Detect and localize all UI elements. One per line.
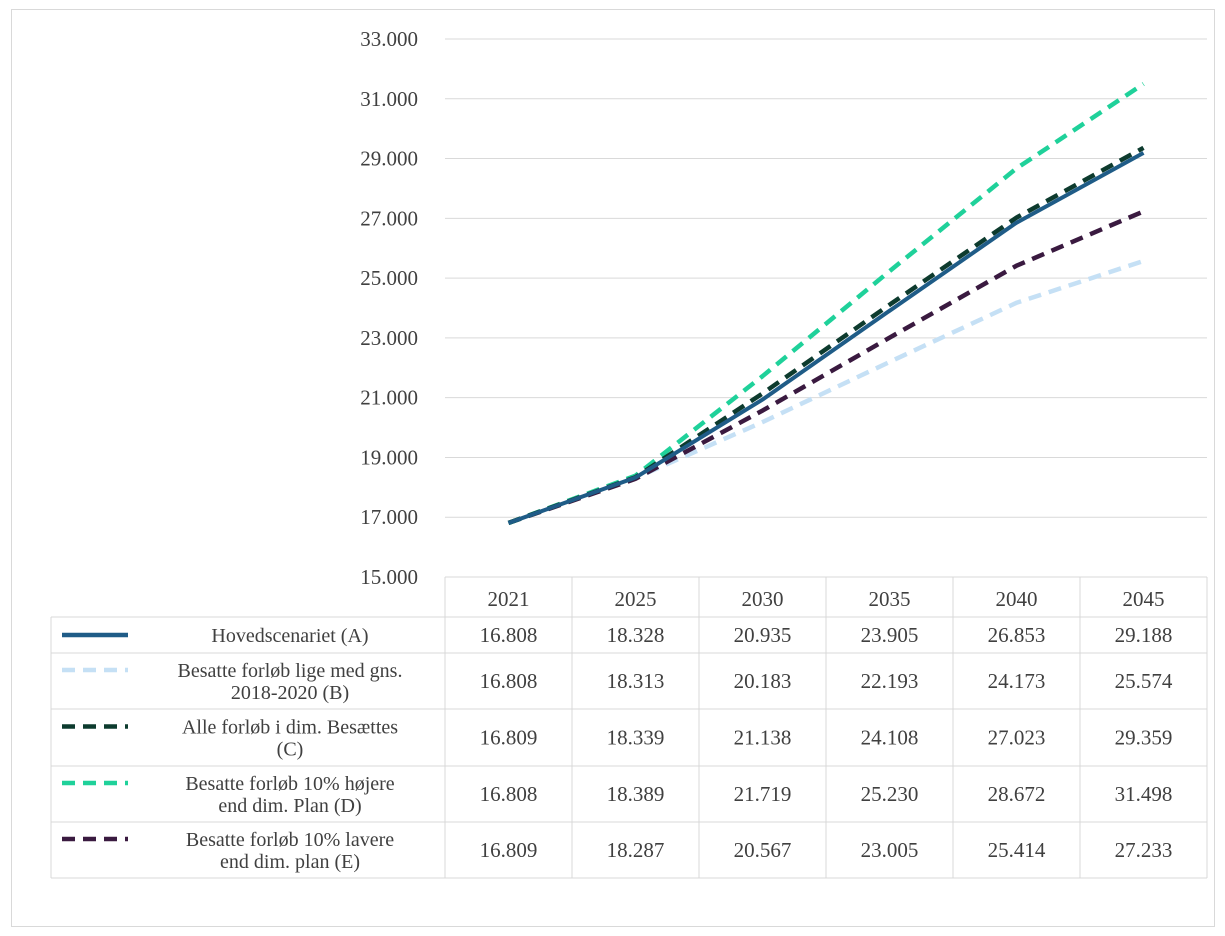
- data-label: 16.808: [480, 782, 538, 806]
- data-label: 27.023: [988, 726, 1046, 750]
- data-label: 18.389: [607, 782, 665, 806]
- y-tick-label: 15.000: [360, 565, 418, 589]
- data-label: 25.230: [861, 782, 919, 806]
- data-label: 24.173: [988, 669, 1046, 693]
- legend-label: Besatte forløb 10% højere: [185, 773, 394, 795]
- data-label: 29.359: [1115, 726, 1173, 750]
- data-label: 25.574: [1115, 669, 1173, 693]
- y-tick-label: 33.000: [360, 27, 418, 51]
- legend-label: Alle forløb i dim. Besættes: [182, 717, 398, 739]
- data-label: 18.287: [607, 838, 665, 862]
- y-tick-label: 23.000: [360, 326, 418, 350]
- legend-label: 2018-2020 (B): [231, 682, 349, 704]
- data-label: 20.935: [734, 623, 792, 647]
- data-label: 20.567: [734, 838, 792, 862]
- legend-label: Besatte forløb lige med gns.: [178, 660, 403, 682]
- data-label: 23.905: [861, 623, 919, 647]
- legend-label: end dim. Plan (D): [218, 795, 361, 817]
- data-label: 24.108: [861, 726, 919, 750]
- data-label: 16.809: [480, 838, 538, 862]
- legend-label: Hovedscenariet (A): [211, 625, 368, 647]
- data-label: 18.339: [607, 726, 665, 750]
- data-label: 26.853: [988, 623, 1046, 647]
- data-label: 16.809: [480, 726, 538, 750]
- data-label: 18.328: [607, 623, 665, 647]
- y-tick-label: 17.000: [360, 505, 418, 529]
- y-tick-label: 29.000: [360, 147, 418, 171]
- data-label: 16.808: [480, 669, 538, 693]
- data-label: 27.233: [1115, 838, 1173, 862]
- series-line: [507, 209, 1145, 526]
- data-label: 21.138: [734, 726, 792, 750]
- y-tick-label: 19.000: [360, 445, 418, 469]
- x-category-label: 2045: [1123, 587, 1165, 611]
- x-category-label: 2030: [742, 587, 784, 611]
- y-tick-label: 21.000: [360, 386, 418, 410]
- data-label: 29.188: [1115, 623, 1173, 647]
- x-category-label: 2040: [996, 587, 1038, 611]
- x-category-label: 2021: [488, 587, 530, 611]
- data-label: 25.414: [988, 838, 1046, 862]
- data-label: 16.808: [480, 623, 538, 647]
- x-category-label: 2025: [615, 587, 657, 611]
- legend-label: Besatte forløb 10% lavere: [186, 829, 394, 851]
- data-label: 31.498: [1115, 782, 1173, 806]
- y-tick-label: 25.000: [360, 266, 418, 290]
- data-label: 22.193: [861, 669, 919, 693]
- series-line: [507, 258, 1145, 526]
- x-category-label: 2035: [869, 587, 911, 611]
- data-label: 21.719: [734, 782, 792, 806]
- chart-frame: [11, 9, 1215, 927]
- data-label: 18.313: [607, 669, 665, 693]
- y-tick-label: 27.000: [360, 206, 418, 230]
- series-line: [507, 151, 1145, 525]
- legend-label: (C): [277, 739, 304, 761]
- data-label: 23.005: [861, 838, 919, 862]
- data-label: 20.183: [734, 669, 792, 693]
- y-tick-label: 31.000: [360, 87, 418, 111]
- legend-label: end dim. plan (E): [220, 851, 360, 873]
- data-label: 28.672: [988, 782, 1046, 806]
